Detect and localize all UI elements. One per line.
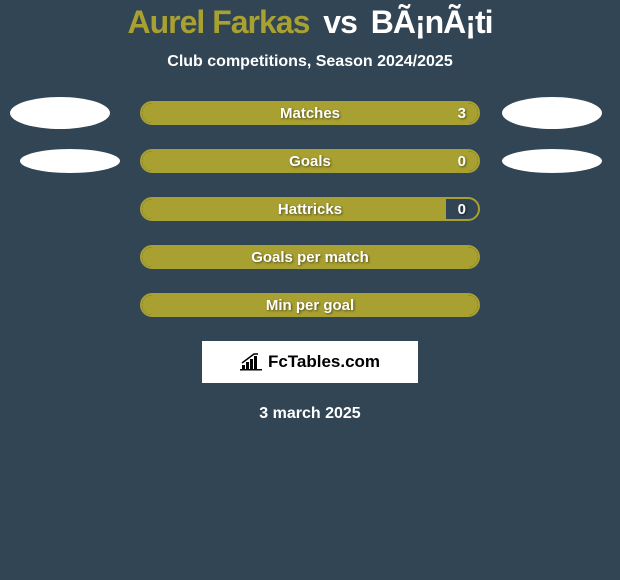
- chart-icon: [240, 353, 262, 371]
- stat-label: Hattricks: [278, 201, 342, 218]
- stat-bar: Matches 3: [140, 101, 480, 125]
- brand-text: FcTables.com: [268, 352, 380, 372]
- stat-label: Goals per match: [251, 249, 369, 266]
- stat-row: Hattricks 0: [0, 197, 620, 221]
- stat-label: Matches: [280, 105, 340, 122]
- stat-row: Min per goal: [0, 293, 620, 317]
- stat-value: 0: [458, 201, 466, 218]
- comparison-widget: Aurel Farkas vs BÃ¡nÃ¡ti Club competitio…: [0, 0, 620, 423]
- brand-badge[interactable]: FcTables.com: [202, 341, 418, 383]
- stat-label: Goals: [289, 153, 331, 170]
- avatar-placeholder-left: [20, 149, 120, 173]
- stat-label: Min per goal: [266, 297, 354, 314]
- stat-value: 0: [458, 153, 466, 170]
- stat-bar: Goals 0: [140, 149, 480, 173]
- stat-value: 3: [458, 105, 466, 122]
- avatar-placeholder-left: [10, 97, 110, 129]
- stat-bar: Goals per match: [140, 245, 480, 269]
- avatar-placeholder-right: [502, 149, 602, 173]
- stat-row: Matches 3: [0, 101, 620, 125]
- player1-name: Aurel Farkas: [128, 4, 310, 40]
- stat-row: Goals 0: [0, 149, 620, 173]
- date-label: 3 march 2025: [259, 405, 360, 423]
- avatar-placeholder-right: [502, 97, 602, 129]
- stat-bar: Hattricks 0: [140, 197, 480, 221]
- subtitle: Club competitions, Season 2024/2025: [167, 53, 452, 71]
- vs-label: vs: [323, 4, 357, 40]
- stat-bar: Min per goal: [140, 293, 480, 317]
- player2-name: BÃ¡nÃ¡ti: [371, 4, 493, 40]
- page-title: Aurel Farkas vs BÃ¡nÃ¡ti: [128, 4, 493, 41]
- stats-list: Matches 3 Goals 0 Hattricks 0: [0, 101, 620, 317]
- stat-row: Goals per match: [0, 245, 620, 269]
